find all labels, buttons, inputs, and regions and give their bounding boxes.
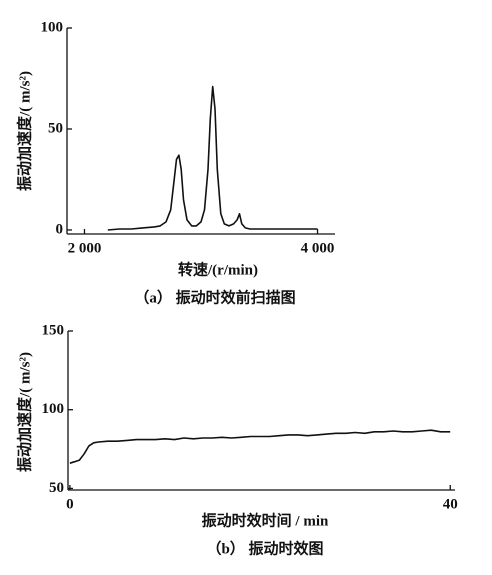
- x-axis-label: 振动时效时间 / min: [202, 511, 329, 529]
- data-line: [107, 85, 318, 231]
- caption: （a） 振动时效前扫描图: [134, 288, 295, 306]
- y-axis-label: 振动加速度/( m/s²): [15, 352, 33, 472]
- x-tick-label: 4 000: [301, 240, 335, 256]
- x-tick-label: 40: [443, 496, 458, 512]
- y-tick-label: 50: [49, 480, 64, 496]
- y-tick-label: 100: [41, 19, 64, 35]
- y-tick-label: 50: [48, 120, 63, 136]
- y-axis-label: 振动加速度/( m/s²): [15, 71, 33, 191]
- y-tick-label: 150: [42, 322, 65, 338]
- data-line: [69, 429, 451, 464]
- y-tick-label: 0: [56, 221, 64, 237]
- x-tick-label: 2 000: [68, 240, 102, 256]
- x-axis-label: 转速/(r/min): [178, 260, 258, 278]
- x-tick-label: 0: [66, 496, 74, 512]
- caption: （b） 振动时效图: [206, 539, 323, 557]
- y-tick-label: 100: [42, 401, 65, 417]
